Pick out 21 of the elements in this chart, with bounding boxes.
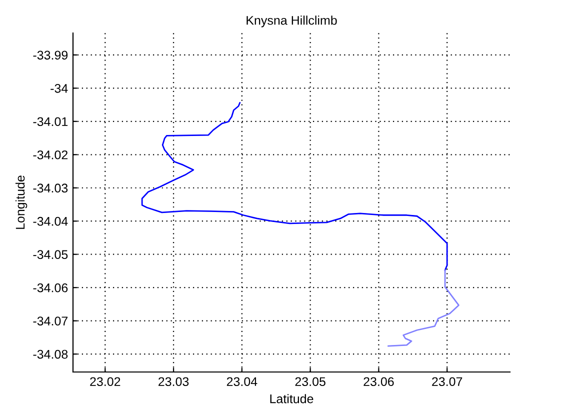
x-tick-label: 23.03 (158, 377, 189, 386)
line-series (388, 270, 460, 347)
y-tick-label: -34.02 (33, 150, 68, 160)
x-tick-label: 23.04 (226, 377, 258, 386)
y-tick-label: -34.05 (33, 250, 68, 259)
y-tick-label: -34.07 (33, 316, 68, 326)
line-series (141, 102, 448, 271)
chart-title: Knysna Hillclimb (246, 16, 337, 28)
x-tick-label: 23.05 (295, 377, 326, 386)
x-axis-title: Latitude (270, 394, 314, 404)
y-tick-label: -34.03 (33, 184, 68, 193)
x-tick-label: 23.06 (364, 377, 394, 386)
y-axis-title: Longitude (15, 176, 28, 229)
y-tick-label: -34 (50, 84, 68, 93)
y-tick-label: -34.08 (33, 350, 68, 359)
y-tick-label: -34.06 (33, 283, 68, 292)
y-tick-label: -34.04 (33, 216, 68, 226)
y-tick-label: -33.99 (33, 50, 68, 60)
x-tick-label: 23.02 (90, 377, 120, 386)
x-tick-label: 23.07 (432, 377, 462, 386)
y-tick-label: -34.01 (33, 117, 68, 126)
